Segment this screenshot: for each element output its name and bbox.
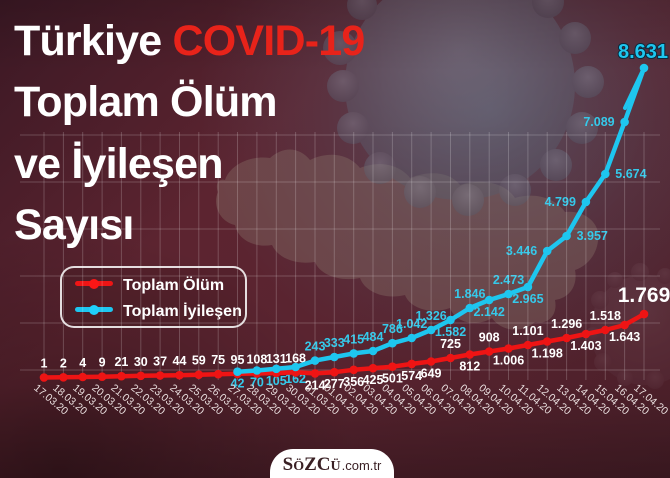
svg-text:1.769: 1.769 (618, 284, 670, 307)
svg-text:3.446: 3.446 (506, 244, 537, 258)
svg-text:7.089: 7.089 (583, 115, 614, 129)
svg-text:8.631: 8.631 (618, 41, 668, 63)
svg-text:4.799: 4.799 (545, 195, 576, 209)
svg-text:3.957: 3.957 (577, 229, 608, 243)
svg-text:5.674: 5.674 (615, 167, 646, 181)
